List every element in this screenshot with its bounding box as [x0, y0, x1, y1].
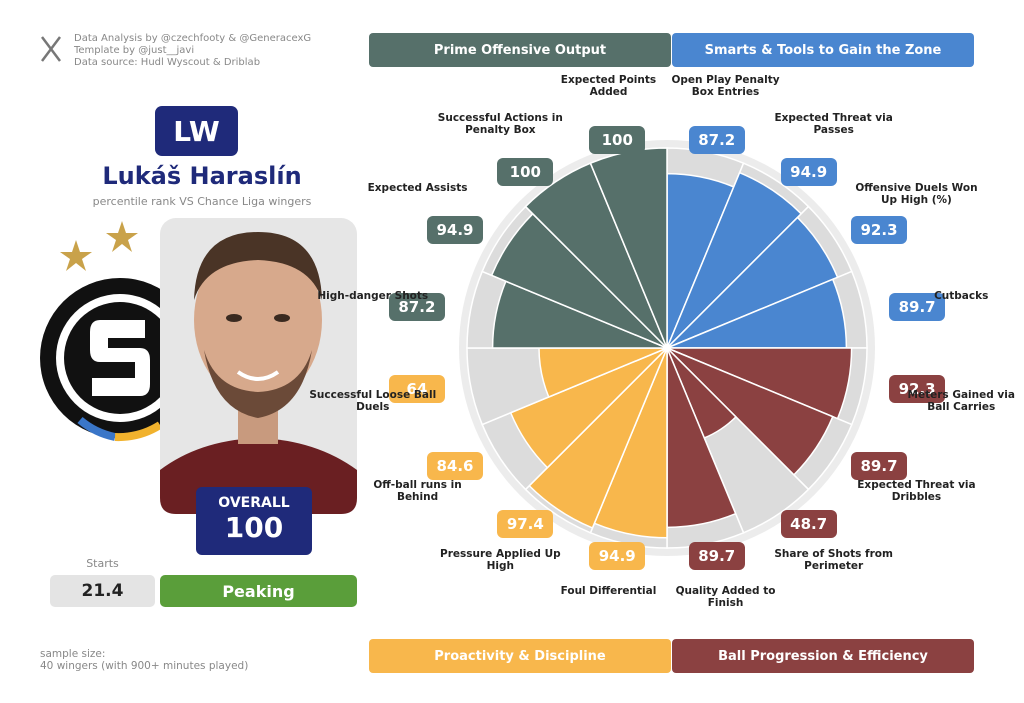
category-label: Cutbacks: [934, 290, 989, 303]
category-label: High-danger Shots: [317, 290, 429, 303]
status: Peaking: [160, 575, 357, 607]
value-label: 64: [388, 375, 445, 404]
category-label: Expected Points Added: [560, 73, 657, 98]
value-label: 84.6: [426, 451, 483, 480]
credit: Data source: Hudl Wyscout & Driblab: [74, 57, 261, 68]
legend-entry: Smarts & Tools to Gain the Zone: [672, 33, 974, 67]
value-label: 100: [589, 126, 646, 155]
position-badge: LW: [155, 106, 238, 156]
value-label: 92.3: [851, 216, 908, 245]
category-label: Share of Shots from Perimeter: [774, 547, 893, 572]
legend-entry: Proactivity & Discipline: [369, 639, 671, 673]
category-label: Expected Threat via Dribbles: [857, 478, 976, 503]
starts-value: 21.4: [50, 575, 155, 607]
value-label: 94.9: [426, 216, 483, 245]
category-label: Foul Differential: [560, 585, 657, 598]
starts-label: Starts: [86, 557, 119, 570]
legend-entry: Ball Progression & Efficiency: [672, 639, 974, 673]
player-name: Lukáš Haraslín: [102, 162, 302, 190]
value-label: 89.7: [889, 292, 946, 321]
category-label: Open Play Penalty Box Entries: [671, 73, 780, 98]
category-label: Expected Assists: [367, 182, 468, 195]
category-label: Meters Gained via Ball Carries: [907, 388, 1015, 413]
sample-size: sample size:: [40, 648, 106, 660]
category-label: Quality Added to Finish: [675, 585, 776, 610]
overall-value: 100: [224, 511, 284, 544]
overall-box: OVERALL 100: [196, 487, 312, 555]
value-label: 89.7: [688, 541, 745, 570]
overall-label: OVERALL: [218, 495, 290, 511]
credit: Template by @just__javi: [74, 45, 195, 56]
legend-entry: Prime Offensive Output: [369, 33, 671, 67]
subtitle: percentile rank VS Chance Liga wingers: [92, 195, 312, 208]
category-label: Successful Actions in Penalty Box: [437, 111, 563, 136]
category-label: Off-ball runs in Behind: [373, 478, 462, 503]
value-label: 97.4: [497, 510, 554, 539]
sample-size: 40 wingers (with 900+ minutes played): [40, 660, 249, 672]
value-label: 94.9: [780, 157, 837, 186]
value-label: 87.2: [688, 126, 745, 155]
credit: Data Analysis by @czechfooty & @Generace…: [74, 33, 312, 44]
center: [664, 345, 670, 351]
x-logo: [41, 36, 61, 62]
value-label: 48.7: [780, 510, 837, 539]
value-label: 92.3: [889, 375, 946, 404]
player-photo: [160, 218, 357, 514]
category-label: Pressure Applied Up High: [440, 547, 561, 572]
value-label: 87.2: [388, 292, 445, 321]
category-label: Successful Loose Ball Duels: [309, 388, 437, 413]
category-label: Expected Threat via Passes: [774, 111, 893, 136]
value-label: 100: [497, 157, 554, 186]
value-label: 94.9: [589, 541, 646, 570]
value-label: 89.7: [851, 451, 908, 480]
category-label: Offensive Duels Won Up High (%): [855, 182, 978, 207]
